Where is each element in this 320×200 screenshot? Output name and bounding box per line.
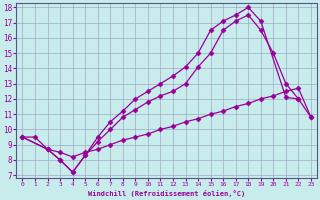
X-axis label: Windchill (Refroidissement éolien,°C): Windchill (Refroidissement éolien,°C) <box>88 190 245 197</box>
